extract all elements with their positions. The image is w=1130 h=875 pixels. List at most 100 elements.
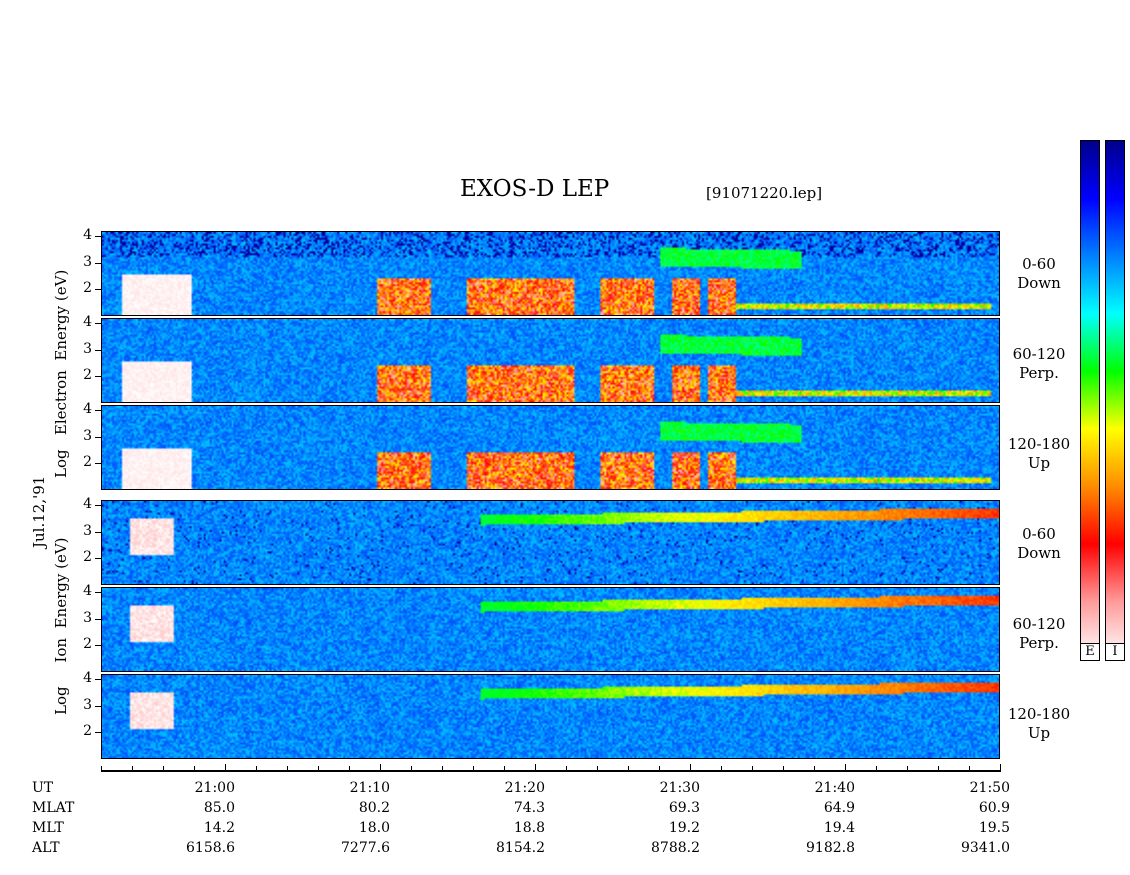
x-minor-tick xyxy=(442,766,443,771)
x-alt-value: 6158.6 xyxy=(186,840,235,856)
panel-label-5: 60-120 Perp. xyxy=(1012,615,1066,652)
y-tick-mark xyxy=(95,531,101,533)
x-minor-tick xyxy=(752,766,753,771)
panel-label-2: 60-120 Perp. xyxy=(1012,345,1066,382)
x-minor-tick xyxy=(628,766,629,771)
x-minor-tick xyxy=(194,766,195,771)
y-tick-mark xyxy=(95,558,101,560)
y-tick-mark xyxy=(95,732,101,734)
y-tick-mark xyxy=(95,262,101,264)
x-minor-tick xyxy=(132,766,133,771)
x-mlat-value: 69.3 xyxy=(668,800,700,816)
y-tick-label: 4 xyxy=(83,401,92,418)
x-mlat-value: 74.3 xyxy=(513,800,545,816)
x-axis xyxy=(101,770,1000,772)
x-minor-tick xyxy=(907,766,908,771)
x-minor-tick xyxy=(969,766,970,771)
x-minor-tick xyxy=(659,766,660,771)
x-minor-tick xyxy=(721,766,722,771)
y-tick-label: 2 xyxy=(83,549,92,566)
y-tick-label: 3 xyxy=(83,427,92,444)
x-ut-value: 21:50 xyxy=(969,780,1010,796)
x-major-tick xyxy=(225,764,226,772)
x-minor-tick xyxy=(163,766,164,771)
x-alt-value: 8154.2 xyxy=(496,840,545,856)
y-tick-label: 2 xyxy=(83,280,92,297)
electron-up-panel xyxy=(101,405,1000,490)
x-mlt-value: 14.2 xyxy=(203,820,235,836)
x-major-tick xyxy=(535,764,536,772)
x-ut-value: 21:10 xyxy=(349,780,390,796)
y-tick-label: 4 xyxy=(83,583,92,600)
x-minor-tick xyxy=(256,766,257,771)
x-minor-tick xyxy=(876,766,877,771)
y-tick-mark xyxy=(95,376,101,378)
colorbar-i-label: I xyxy=(1105,643,1125,661)
ion-down-spectrogram xyxy=(102,501,999,584)
colorbar-e-label: E xyxy=(1080,643,1100,661)
x-ut-value: 21:20 xyxy=(504,780,545,796)
y-tick-label: 3 xyxy=(83,609,92,626)
ion-perp-spectrogram xyxy=(102,588,999,671)
ion-down-panel xyxy=(101,500,1000,585)
x-major-tick xyxy=(380,764,381,772)
x-mlat-value: 80.2 xyxy=(358,800,390,816)
y-tick-label: 3 xyxy=(83,696,92,713)
ut-row-label: UT xyxy=(32,780,54,796)
x-minor-tick xyxy=(473,766,474,771)
chart-title: EXOS-D LEP xyxy=(460,176,610,202)
electron-down-panel xyxy=(101,231,1000,316)
y-tick-label: 3 xyxy=(83,522,92,539)
x-minor-tick xyxy=(938,766,939,771)
x-mlt-value: 18.0 xyxy=(358,820,390,836)
colorbar-electron xyxy=(1080,140,1100,660)
y-tick-label: 2 xyxy=(83,454,92,471)
x-minor-tick xyxy=(101,766,102,771)
y-tick-mark xyxy=(95,592,101,594)
y-tick-label: 3 xyxy=(83,253,92,270)
alt-row-label: ALT xyxy=(32,840,60,856)
x-minor-tick xyxy=(287,766,288,771)
y-tick-label: 2 xyxy=(83,723,92,740)
y-tick-mark xyxy=(95,349,101,351)
x-mlt-value: 19.5 xyxy=(978,820,1010,836)
x-mlt-value: 19.4 xyxy=(823,820,855,836)
x-alt-value: 7277.6 xyxy=(341,840,390,856)
x-ut-value: 21:40 xyxy=(814,780,855,796)
y-tick-mark xyxy=(95,463,101,465)
mlat-row-label: MLAT xyxy=(32,800,75,816)
x-alt-value: 9182.8 xyxy=(806,840,855,856)
y-tick-label: 2 xyxy=(83,367,92,384)
x-mlt-value: 19.2 xyxy=(668,820,700,836)
x-ut-value: 21:00 xyxy=(194,780,235,796)
ion-perp-panel xyxy=(101,587,1000,672)
electron-perp-spectrogram xyxy=(102,319,999,402)
y-tick-mark xyxy=(95,323,101,325)
electron-perp-panel xyxy=(101,318,1000,403)
x-major-tick xyxy=(845,764,846,772)
x-alt-value: 9341.0 xyxy=(961,840,1010,856)
electron-ylabel: Log Electron Energy (eV) xyxy=(52,269,70,478)
x-minor-tick xyxy=(814,766,815,771)
electron-down-spectrogram xyxy=(102,232,999,315)
x-alt-value: 8788.2 xyxy=(651,840,700,856)
y-tick-mark xyxy=(95,436,101,438)
x-minor-tick xyxy=(566,766,567,771)
y-tick-mark xyxy=(95,236,101,238)
x-ut-value: 21:30 xyxy=(659,780,700,796)
x-major-tick xyxy=(690,764,691,772)
electron-up-spectrogram xyxy=(102,406,999,489)
panel-label-1: 0-60 Down xyxy=(1017,255,1061,292)
y-tick-mark xyxy=(95,289,101,291)
y-tick-mark xyxy=(95,705,101,707)
x-mlat-value: 60.9 xyxy=(978,800,1010,816)
panel-label-3: 120-180 Up xyxy=(1007,435,1071,472)
ion-up-panel xyxy=(101,674,1000,759)
y-tick-label: 4 xyxy=(83,496,92,513)
y-tick-mark xyxy=(95,645,101,647)
x-minor-tick xyxy=(411,766,412,771)
file-label: [91071220.lep] xyxy=(706,184,823,202)
x-minor-tick xyxy=(783,766,784,771)
x-mlt-value: 18.8 xyxy=(513,820,545,836)
y-tick-mark xyxy=(95,410,101,412)
